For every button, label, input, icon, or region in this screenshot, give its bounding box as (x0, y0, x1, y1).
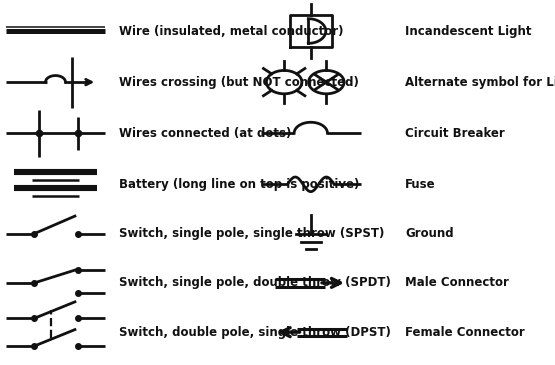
Text: Switch, single pole, double throw (SPDT): Switch, single pole, double throw (SPDT) (119, 276, 391, 289)
Text: Switch, single pole, single throw (SPST): Switch, single pole, single throw (SPST) (119, 227, 385, 240)
Text: Ground: Ground (405, 227, 454, 240)
Text: Alternate symbol for Light: Alternate symbol for Light (405, 76, 555, 89)
Text: Wires connected (at dots): Wires connected (at dots) (119, 127, 292, 140)
Text: Fuse: Fuse (405, 178, 436, 191)
Text: Circuit Breaker: Circuit Breaker (405, 127, 505, 140)
Text: Wire (insulated, metal conductor): Wire (insulated, metal conductor) (119, 24, 344, 38)
Text: Male Connector: Male Connector (405, 276, 509, 289)
Text: Switch, double pole, single throw (DPST): Switch, double pole, single throw (DPST) (119, 326, 391, 339)
Text: Female Connector: Female Connector (405, 326, 525, 339)
Text: Wires crossing (but NOT connected): Wires crossing (but NOT connected) (119, 76, 359, 89)
Text: Incandescent Light: Incandescent Light (405, 24, 532, 38)
Text: Battery (long line on top is positive): Battery (long line on top is positive) (119, 178, 360, 191)
